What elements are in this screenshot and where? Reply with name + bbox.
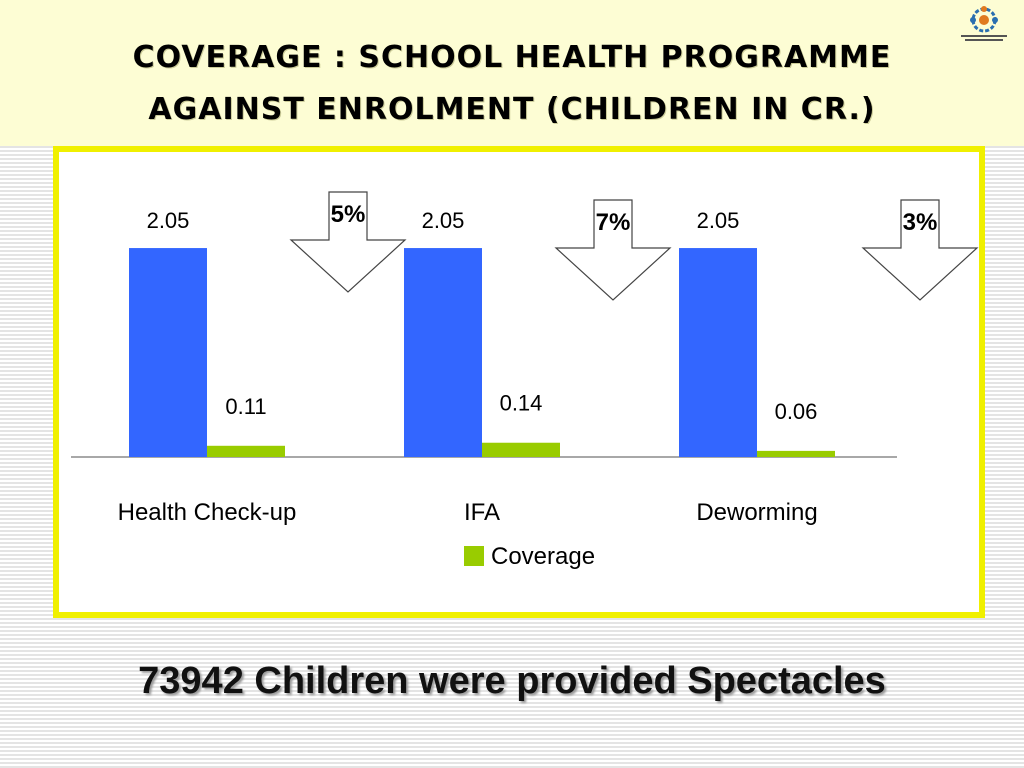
coverage-percent-3: 3% [903, 209, 938, 236]
legend-label-coverage: Coverage [491, 543, 595, 570]
page-title-line-2: AGAINST ENROLMENT (CHILDREN IN CR.) [148, 92, 876, 127]
coverage-percent-1: 5% [331, 201, 366, 228]
coverage-percent-2: 7% [596, 209, 631, 236]
down-arrow-icon-1 [289, 191, 407, 293]
page-title-line-1: COVERAGE : SCHOOL HEALTH PROGRAMME [132, 40, 892, 75]
down-arrow-icon-3 [861, 199, 979, 301]
coverage-bar-2 [482, 442, 560, 457]
down-arrow-icon-2 [554, 199, 672, 301]
coverage-value-label-3: 0.06 [775, 399, 818, 424]
title-band: COVERAGE : SCHOOL HEALTH PROGRAMME AGAIN… [0, 0, 1024, 146]
category-label-1: Health Check-up [118, 499, 297, 526]
enrolment-bar-1 [129, 248, 207, 457]
enrolment-value-label-3: 2.05 [697, 208, 740, 233]
enrolment-bar-3 [679, 248, 757, 457]
enrolment-value-label-1: 2.05 [147, 208, 190, 233]
spectacles-caption: 73942 Children were provided Spectacles [138, 660, 886, 702]
category-label-3: Deworming [696, 499, 817, 526]
legend-swatch-coverage [464, 546, 484, 566]
coverage-bar-3 [757, 450, 835, 457]
bar-chart: 2.05 0.11 Health Check-up 2.05 0.14 IFA 2.05 0.… [71, 191, 979, 570]
chart-frame: 2.05 0.11 Health Check-up 2.05 0.14 IFA 2.05 0.… [53, 146, 985, 618]
enrolment-bar-2 [404, 248, 482, 457]
coverage-bar-1 [207, 445, 285, 457]
category-label-2: IFA [464, 499, 500, 526]
emblem-logo-icon [961, 6, 1007, 41]
enrolment-value-label-2: 2.05 [422, 208, 465, 233]
coverage-value-label-2: 0.14 [500, 391, 543, 416]
coverage-value-label-1: 0.11 [225, 394, 266, 419]
